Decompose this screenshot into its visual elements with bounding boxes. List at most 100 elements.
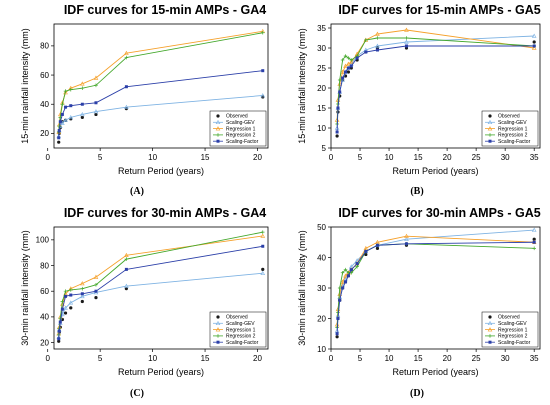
legend-entry: Scaling-Factor [226, 139, 259, 145]
data-point-regression-2 [340, 270, 345, 275]
y-tick-label: 25 [317, 64, 326, 73]
legend-entry: Observed [498, 114, 520, 120]
series-regression-1 [334, 27, 537, 122]
legend-swatch-marker [488, 139, 492, 143]
x-tick-label: 25 [472, 354, 481, 363]
x-axis-label: Return Period (years) [118, 166, 204, 176]
legend-entry: Scaling-GEV [226, 321, 255, 327]
legend-swatch-marker [215, 126, 221, 131]
data-point-scaling-gev [63, 117, 68, 123]
data-point-scaling-factor [375, 243, 379, 247]
y-tick-label: 5 [322, 144, 327, 153]
data-point-regression-1 [404, 27, 409, 32]
data-point-observed [346, 70, 351, 74]
data-point-observed [80, 115, 84, 119]
chart-a-svg: IDF curves for 15-min AMPs - GA4 0 5 10 15 20… [20, 3, 269, 176]
y-tick-label: 60 [40, 71, 49, 80]
legend-entry: Observed [226, 114, 248, 120]
data-point-scaling-gev [80, 112, 85, 117]
data-point-regression-1 [346, 61, 351, 66]
data-point-regression-2 [349, 58, 354, 62]
legend-entry: Regression 1 [498, 327, 528, 333]
chart-c-svg: IDF curves for 30-min AMPs - GA4 0 5 10 15 20… [20, 206, 269, 377]
data-point-scaling-factor [94, 289, 98, 293]
caption-d: (D) [410, 388, 424, 399]
data-point-regression-2 [532, 246, 536, 251]
legend-swatch-marker [215, 320, 221, 326]
data-point-scaling-gev [404, 236, 409, 241]
chart-title: IDF curves for 30-min AMPs - GA5 [338, 206, 540, 220]
legend-swatch-marker [487, 119, 493, 125]
data-point-scaling-gev [260, 93, 266, 98]
y-tick-label: 35 [317, 24, 326, 33]
x-tick-label: 0 [45, 354, 50, 363]
data-point-scaling-factor [57, 337, 61, 341]
x-tick-label: 30 [501, 354, 510, 363]
x-tick-label: 20 [253, 153, 262, 162]
data-point-scaling-factor [80, 102, 84, 106]
data-point-observed [532, 40, 536, 44]
x-axis-label: Return Period (years) [118, 367, 204, 377]
data-point-scaling-gev [80, 293, 85, 299]
series-line-regression-1 [336, 235, 535, 325]
data-point-regression-2 [340, 58, 345, 62]
legend-swatch-marker [216, 133, 220, 137]
x-tick-label: 0 [45, 153, 50, 162]
data-point-regression-2 [80, 286, 85, 291]
data-point-scaling-factor [80, 292, 84, 296]
plot-frame [330, 23, 541, 149]
legend-entry: Regression 1 [226, 126, 256, 132]
data-point-regression-2 [68, 288, 73, 292]
data-point-scaling-factor [346, 66, 350, 70]
legend-entry: Regression 2 [226, 133, 256, 139]
legend-swatch-marker [487, 126, 493, 131]
data-point-observed [57, 140, 61, 144]
panel-c: IDF curves for 30-min AMPs - GA4 0 5 10 15 20… [0, 203, 275, 405]
data-point-regression-1 [404, 233, 409, 238]
data-point-regression-2 [60, 102, 65, 107]
data-point-scaling-factor [344, 70, 348, 74]
data-point-regression-1 [343, 273, 348, 278]
series-line-scaling-factor [58, 70, 263, 138]
x-tick-label: 35 [530, 354, 539, 363]
data-point-scaling-gev [124, 104, 129, 109]
x-tick-label: 10 [385, 354, 394, 363]
data-point-observed [57, 339, 61, 343]
data-point-scaling-factor [404, 44, 408, 48]
x-tick-label: 20 [443, 153, 452, 162]
data-point-scaling-gev [68, 114, 74, 120]
plot-frame [53, 23, 269, 149]
legend-swatch-marker [487, 320, 493, 326]
data-point-regression-1 [260, 233, 266, 238]
y-axis-label: 30-min rainfall intensity (mm) [20, 230, 30, 346]
x-tick-label: 30 [501, 153, 510, 162]
data-point-regression-1 [93, 75, 99, 80]
data-point-scaling-gev [404, 39, 409, 44]
data-point-regression-2 [343, 267, 348, 272]
y-tick-label: 30 [317, 44, 326, 53]
series-scaling-factor [335, 240, 536, 336]
data-point-scaling-factor [57, 136, 61, 140]
data-point-scaling-factor [60, 307, 64, 311]
data-point-scaling-gev [68, 300, 74, 305]
series-scaling-factor [335, 44, 536, 134]
y-axis-label: 15-min rainfall intensity (mm) [297, 28, 307, 144]
series-line-regression-2 [336, 37, 535, 125]
data-point-scaling-factor [335, 130, 339, 134]
data-point-regression-2 [346, 56, 351, 60]
data-point-scaling-factor [335, 332, 339, 336]
y-tick-label: 20 [317, 314, 326, 323]
y-tick-label: 20 [40, 129, 49, 138]
data-point-regression-1 [375, 31, 380, 36]
data-point-observed [94, 296, 98, 300]
legend-swatch-marker [216, 334, 220, 338]
plot-frame [53, 226, 269, 350]
data-point-observed [375, 246, 380, 250]
data-point-scaling-factor [338, 298, 342, 302]
data-point-scaling-factor [349, 268, 353, 272]
data-point-scaling-factor [57, 329, 61, 333]
